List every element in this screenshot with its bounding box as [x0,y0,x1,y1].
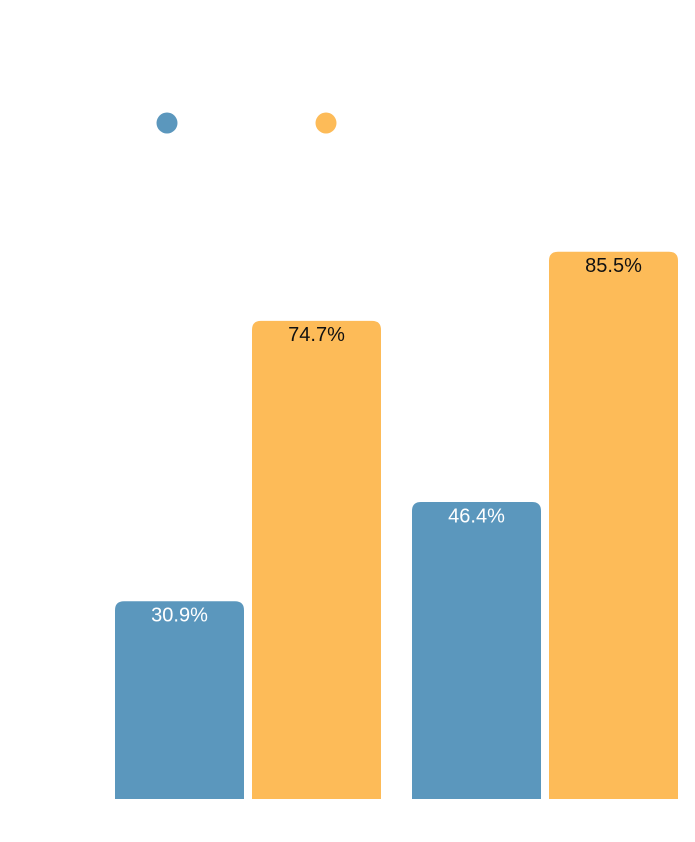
bar-value-label: 85.5% [585,255,642,277]
legend-marker-series2 [315,112,337,134]
bars [115,251,678,800]
bar-value-label: 74.7% [288,324,345,346]
bar-labels: 30.9% 74.7% 46.4% 85.5% [151,255,642,626]
bar-series1-group2 [412,502,541,799]
bar-value-label: 30.9% [151,605,208,627]
bar-series2-group2 [549,251,678,800]
bar-series1-group1 [115,601,244,799]
legend-marker-series1 [156,112,178,134]
legend [156,112,337,134]
bar-value-label: 46.4% [448,505,505,527]
bar-series2-group1 [252,320,381,799]
